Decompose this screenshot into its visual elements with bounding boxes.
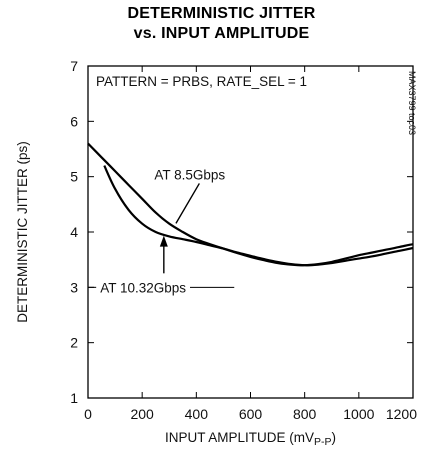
x-tick-label: 400 bbox=[185, 406, 209, 422]
x-axis-label: INPUT AMPLITUDE (mVP-P) bbox=[165, 430, 336, 448]
x-axis-label-main: INPUT AMPLITUDE (mV bbox=[165, 430, 314, 445]
y-tick-label: 5 bbox=[70, 169, 78, 185]
annotation-leader-8-5gbps bbox=[175, 183, 200, 224]
x-tick-label: 600 bbox=[239, 406, 263, 422]
condition-text: PATTERN = PRBS, RATE_SEL = 1 bbox=[96, 74, 307, 89]
y-tick-label: 7 bbox=[70, 58, 78, 74]
y-tick-label: 4 bbox=[70, 224, 78, 240]
y-axis-label: DETERMINISTIC JITTER (ps) bbox=[15, 141, 30, 323]
chart-subtitle: vs. INPUT AMPLITUDE bbox=[133, 25, 310, 42]
annotation-label-8-5gbps: AT 8.5Gbps bbox=[154, 167, 225, 182]
y-tick-label: 6 bbox=[70, 113, 78, 129]
x-tick-label: 200 bbox=[130, 406, 154, 422]
part-code: MAX3799 toc03 bbox=[407, 71, 417, 135]
x-axis-label-close: ) bbox=[332, 430, 337, 445]
chart-title: DETERMINISTIC JITTER bbox=[127, 5, 316, 22]
y-tick-label: 1 bbox=[70, 390, 78, 406]
series-line-at-8-5gbps bbox=[87, 142, 414, 267]
y-tick-label: 3 bbox=[70, 279, 78, 295]
y-tick-label: 2 bbox=[70, 335, 78, 351]
x-tick-label: 1200 bbox=[386, 406, 417, 422]
annotation-arrowhead-10-32gbps bbox=[159, 235, 168, 247]
x-tick-label: 0 bbox=[84, 406, 92, 422]
x-tick-label: 1000 bbox=[343, 406, 374, 422]
x-tick-label: 800 bbox=[293, 406, 317, 422]
annotation-label-10-32gbps: AT 10.32Gbps bbox=[100, 280, 186, 295]
plot-frame bbox=[87, 65, 414, 399]
x-axis-label-subscript: P-P bbox=[314, 436, 332, 448]
series-line-at-10-32gbps bbox=[103, 165, 414, 267]
